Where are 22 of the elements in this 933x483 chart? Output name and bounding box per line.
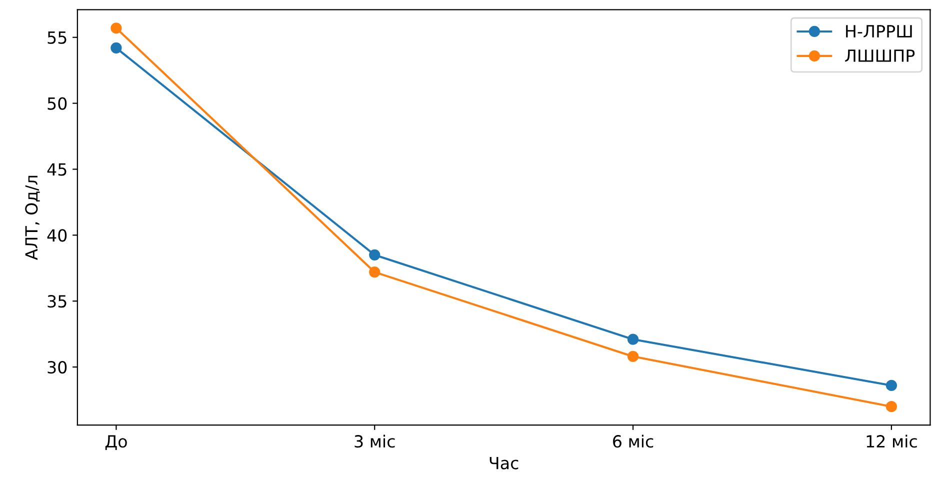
- point: [369, 266, 380, 278]
- y-tick-label: 45: [47, 163, 66, 176]
- y-tick-label: 35: [48, 295, 66, 308]
- x-tick-label: 12 міс: [866, 434, 917, 448]
- y-axis-title: АЛТ, Од/л: [25, 176, 40, 260]
- x-tick-label: 3 міс: [354, 434, 395, 448]
- legend-label: Н-ЛРРШ: [846, 25, 912, 38]
- point: [627, 334, 639, 345]
- point: [110, 22, 122, 34]
- x-tick-label: 6 міс: [613, 434, 654, 448]
- point: [627, 350, 639, 362]
- y-tick-label: 50: [48, 97, 67, 110]
- x-tick-label: До: [105, 435, 127, 450]
- legend-label: ЛШШПР: [845, 50, 915, 62]
- y-tick-label: 40: [47, 229, 67, 242]
- point: [110, 42, 122, 54]
- y-tick-label: 55: [48, 32, 66, 44]
- point: [369, 249, 380, 260]
- point: [886, 401, 897, 412]
- point: [886, 380, 897, 392]
- x-axis-title: Час: [490, 456, 518, 470]
- y-tick-label: 30: [48, 360, 67, 374]
